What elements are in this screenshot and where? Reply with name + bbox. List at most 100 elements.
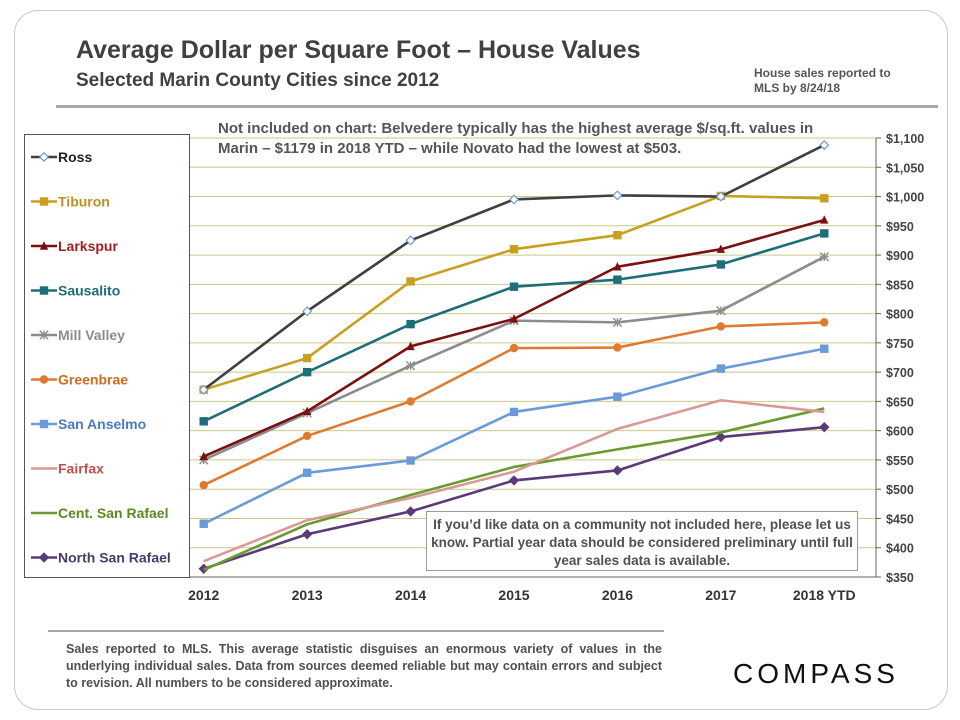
y-tick-label: $700 (886, 366, 914, 380)
data-point (406, 456, 415, 465)
y-tick-label: $650 (886, 395, 914, 409)
data-point (819, 252, 829, 262)
data-point (406, 397, 415, 406)
legend-marker (38, 151, 50, 163)
data-point (199, 451, 208, 461)
x-tick-label: 2016 (602, 587, 633, 603)
data-point (820, 194, 829, 203)
legend-label: Ross (58, 149, 92, 165)
data-point (509, 314, 519, 323)
data-point (302, 431, 312, 441)
x-tick-label: 2018 YTD (793, 587, 856, 603)
series-ross (198, 139, 830, 395)
data-point (612, 190, 623, 201)
data-point (613, 262, 622, 271)
footer-divider (48, 630, 664, 632)
y-tick-label: $800 (886, 308, 914, 322)
header-divider (56, 105, 938, 108)
data-point (198, 384, 209, 395)
x-tick-label: 2017 (705, 587, 736, 603)
data-point (716, 244, 726, 253)
data-point (716, 305, 726, 316)
footer-disclaimer: Sales reported to MLS. This average stat… (66, 642, 662, 690)
data-point (199, 417, 208, 426)
legend-label: North San Rafael (58, 550, 171, 566)
y-tick-label: $1,000 (886, 191, 924, 205)
x-tick-label: 2015 (498, 587, 529, 603)
y-tick-label: $550 (886, 454, 914, 468)
series-line (202, 143, 825, 391)
data-point (509, 407, 519, 417)
data-point (405, 506, 416, 517)
y-tick-label: $450 (886, 512, 914, 526)
info-box: If you’d like data on a community not in… (426, 511, 858, 571)
data-point (820, 318, 829, 327)
source-note: House sales reported to MLS by 8/24/18 (754, 66, 891, 95)
series-sausalito (199, 229, 829, 426)
legend-item: Greenbrae (31, 372, 128, 388)
x-tick-label: 2014 (395, 587, 426, 603)
series-larkspur (199, 215, 829, 461)
legend-item: Sausalito (31, 283, 120, 299)
legend-marker (39, 330, 49, 340)
y-tick-label: $750 (886, 337, 914, 351)
legend-label: Sausalito (58, 283, 120, 299)
data-point (715, 191, 726, 202)
legend-label: Cent. San Rafael (58, 505, 168, 521)
series-line (203, 194, 825, 391)
data-point (301, 529, 313, 540)
data-point (612, 317, 623, 328)
data-point (509, 343, 519, 353)
data-point (509, 282, 519, 291)
y-tick-label: $500 (886, 483, 914, 497)
data-point (199, 480, 208, 490)
x-tick-label: 2013 (292, 587, 323, 603)
data-point (715, 431, 727, 443)
y-tick-label: $400 (886, 542, 914, 556)
data-point (406, 341, 415, 351)
data-point (716, 364, 726, 373)
data-point (819, 421, 830, 433)
y-tick-label: $350 (886, 571, 914, 585)
legend-label: Fairfax (58, 461, 104, 477)
legend-marker (39, 197, 49, 206)
data-point (509, 245, 519, 254)
data-point (612, 465, 623, 476)
y-tick-label: $1,100 (886, 132, 924, 146)
data-point (405, 235, 416, 246)
data-point (302, 367, 312, 377)
series-north-san-rafael (198, 421, 830, 575)
data-point (302, 406, 312, 416)
legend-item: Tiburon (31, 194, 110, 210)
data-point (613, 230, 622, 240)
data-point (613, 275, 622, 284)
data-point (716, 260, 726, 269)
y-tick-label: $1,050 (886, 161, 924, 175)
data-point (406, 319, 415, 329)
data-point (820, 344, 829, 353)
data-point (302, 353, 312, 363)
x-tick-label: 2012 (188, 587, 219, 603)
series-cent-san-rafael (203, 407, 825, 572)
brand-logo: COMPASS (733, 658, 899, 689)
data-point (405, 360, 416, 371)
y-tick-label: $600 (886, 425, 914, 439)
data-point (406, 277, 415, 286)
y-tick-label: $950 (886, 220, 914, 234)
chart-title: Average Dollar per Square Foot – House V… (76, 36, 641, 64)
y-tick-label: $900 (886, 249, 914, 263)
legend-item: Cent. San Rafael (31, 505, 168, 521)
data-point (199, 519, 208, 528)
legend-marker (38, 552, 50, 563)
data-point (819, 139, 830, 151)
series-san-anselmo (199, 344, 829, 528)
data-point (302, 468, 312, 478)
legend-label: Larkspur (58, 238, 118, 254)
data-point (820, 215, 829, 224)
legend-item: Mill Valley (31, 327, 125, 343)
data-point (613, 343, 622, 352)
y-tick-label: $850 (886, 278, 914, 292)
legend-label: Mill Valley (58, 327, 125, 343)
data-point (508, 475, 520, 486)
series-line (203, 398, 825, 563)
